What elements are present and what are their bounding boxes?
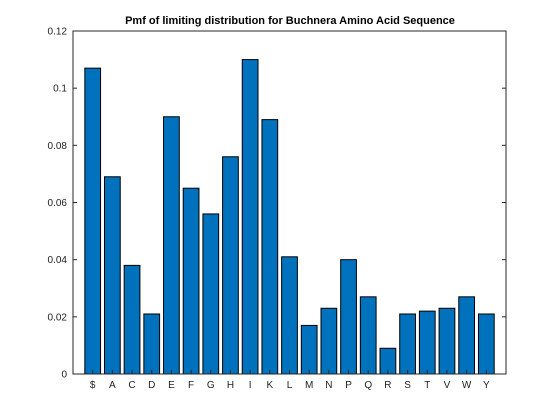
y-tick-label: 0.1	[53, 84, 67, 95]
bar-H	[222, 156, 239, 375]
bar-N	[320, 307, 338, 375]
bars-group	[84, 59, 495, 375]
y-axis-ticks: 0 0.02 0.04 0.06 0.08 0.1 0.12	[48, 27, 506, 381]
x-tick-label: S	[404, 380, 411, 391]
x-tick-label: C	[128, 380, 135, 391]
bar-G	[202, 213, 220, 375]
x-tick-label: G	[207, 380, 215, 391]
bar-I	[241, 59, 259, 375]
y-tick-label: 0.02	[48, 312, 68, 323]
x-tick-label: D	[148, 380, 155, 391]
x-tick-label: F	[188, 380, 194, 391]
x-tick-label: P	[345, 380, 352, 391]
bar-M	[300, 324, 318, 375]
x-axis-ticks: $ A C D E F G H I K L M N P Q R S T V W Y	[90, 370, 490, 391]
bar-P	[340, 259, 357, 375]
x-tick-label: L	[287, 380, 293, 391]
y-tick-label: 0.06	[48, 198, 68, 209]
x-tick-label: $	[90, 380, 96, 391]
bar-Q	[359, 296, 377, 375]
bar-L	[281, 256, 298, 375]
x-tick-label: Y	[483, 380, 490, 391]
x-tick-label: A	[109, 380, 116, 391]
x-tick-label: V	[444, 380, 451, 391]
x-tick-label: H	[227, 380, 234, 391]
bar-W	[458, 296, 476, 375]
x-tick-label: E	[168, 380, 175, 391]
bar-dollar	[84, 67, 102, 375]
y-tick-label: 0.04	[48, 255, 68, 266]
bar-C	[123, 264, 141, 375]
x-tick-label: R	[384, 380, 391, 391]
bar-D	[143, 313, 161, 375]
plot-area-frame	[72, 30, 507, 375]
chart-title: Pmf of limiting distribution for Buchner…	[125, 15, 455, 27]
bar-Y	[477, 313, 495, 375]
x-tick-label: I	[249, 380, 252, 391]
x-tick-label: M	[305, 380, 313, 391]
x-tick-label: N	[325, 380, 332, 391]
x-tick-label: K	[266, 380, 273, 391]
x-tick-label: T	[424, 380, 430, 391]
y-tick-label: 0	[61, 370, 67, 381]
bar-E	[163, 116, 180, 375]
bar-F	[182, 187, 200, 375]
y-tick-label: 0.08	[48, 141, 68, 152]
x-tick-label: W	[462, 380, 472, 391]
bar-V	[438, 307, 456, 375]
x-tick-label: Q	[364, 380, 372, 391]
bar-T	[418, 310, 436, 375]
bar-A	[103, 176, 121, 375]
bar-K	[261, 119, 279, 375]
bar-S	[399, 313, 416, 375]
y-tick-label: 0.12	[48, 27, 68, 38]
